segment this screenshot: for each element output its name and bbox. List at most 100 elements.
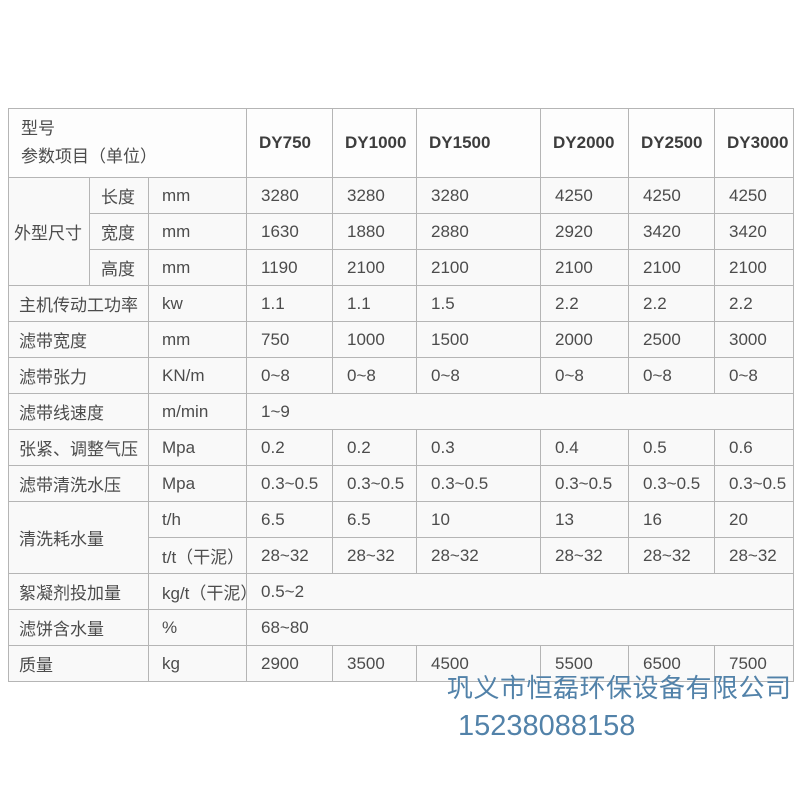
value-cell: 3280 <box>416 177 542 214</box>
spec-table: 型号 参数项目（单位） DY750 DY1000 DY1500 DY2000 D… <box>7 108 795 682</box>
table-row-flocculant-dosage: 絮凝剂投加量 kg/t（干泥） 0.5~2 <box>8 573 795 610</box>
value-cell: 6500 <box>628 645 716 682</box>
value-cell: 13 <box>540 501 630 538</box>
value-cell: 6.5 <box>332 501 418 538</box>
value-cell: 0.2 <box>246 429 334 466</box>
value-cell: 28~32 <box>332 537 418 574</box>
model-header-dy1000: DY1000 <box>332 108 418 178</box>
value-cell: 4250 <box>714 177 795 214</box>
value-cell: 3420 <box>714 213 795 250</box>
value-cell: 0.3 <box>416 429 542 466</box>
value-cell: 28~32 <box>540 537 630 574</box>
unit-cell: m/min <box>147 393 248 430</box>
merged-value-cell: 1~9 <box>246 393 795 430</box>
value-cell: 20 <box>714 501 795 538</box>
table-row-height: 高度 mm 1190 2100 2100 2100 2100 2100 <box>9 249 795 286</box>
category-cell-dimensions: 外型尺寸 <box>8 177 90 286</box>
value-cell: 5500 <box>540 645 630 682</box>
model-header-dy2500: DY2500 <box>628 108 716 178</box>
value-cell: 28~32 <box>416 537 542 574</box>
table-row-belt-width: 滤带宽度 mm 750 1000 1500 2000 2500 3000 <box>8 321 795 358</box>
company-watermark: 巩义市恒磊环保设备有限公司 <box>447 673 792 703</box>
merged-value-cell: 68~80 <box>246 609 795 646</box>
value-cell: 0.3~0.5 <box>714 465 795 502</box>
param-label: 滤带宽度 <box>8 321 149 358</box>
table-row-motor-power: 主机传动工功率 kw 1.1 1.1 1.5 2.2 2.2 2.2 <box>8 285 795 322</box>
unit-cell: mm <box>147 321 248 358</box>
corner-model-label: 型号 <box>21 119 55 138</box>
value-cell: 2.2 <box>540 285 630 322</box>
model-header-dy2000: DY2000 <box>540 108 630 178</box>
corner-cell: 型号 参数项目（单位） <box>7 108 248 178</box>
value-cell: 1880 <box>332 213 418 250</box>
value-cell: 2100 <box>332 249 418 286</box>
value-cell: 0~8 <box>246 357 334 394</box>
value-cell: 4250 <box>628 177 716 214</box>
value-cell: 1000 <box>332 321 418 358</box>
unit-cell: t/t（干泥） <box>147 537 248 574</box>
model-header-dy1500: DY1500 <box>416 108 542 178</box>
unit-cell: kg <box>147 645 248 682</box>
value-cell: 0.3~0.5 <box>540 465 630 502</box>
param-label: 滤带清洗水压 <box>8 465 149 502</box>
sub-param-label: 高度 <box>89 249 149 286</box>
value-cell: 2900 <box>246 645 334 682</box>
unit-cell: % <box>147 609 248 646</box>
value-cell: 0.3~0.5 <box>416 465 542 502</box>
param-label: 絮凝剂投加量 <box>8 573 149 610</box>
value-cell: 0.2 <box>332 429 418 466</box>
value-cell: 4250 <box>540 177 630 214</box>
value-cell: 2.2 <box>628 285 716 322</box>
value-cell: 2000 <box>540 321 630 358</box>
value-cell: 3500 <box>332 645 418 682</box>
sub-param-label: 宽度 <box>89 213 149 250</box>
unit-cell: mm <box>147 177 248 214</box>
param-label: 滤带张力 <box>8 357 149 394</box>
unit-cell: mm <box>147 213 248 250</box>
unit-cell: t/h <box>147 501 248 538</box>
value-cell: 1190 <box>246 249 334 286</box>
value-cell: 0~8 <box>332 357 418 394</box>
value-cell: 2880 <box>416 213 542 250</box>
value-cell: 0.3~0.5 <box>332 465 418 502</box>
value-cell: 1630 <box>246 213 334 250</box>
value-cell: 16 <box>628 501 716 538</box>
value-cell: 3280 <box>332 177 418 214</box>
value-cell: 2100 <box>540 249 630 286</box>
table-row-wash-water-tt: t/t（干泥） 28~32 28~32 28~32 28~32 28~32 28… <box>9 537 795 574</box>
value-cell: 2100 <box>714 249 795 286</box>
table-row-wash-pressure: 滤带清洗水压 Mpa 0.3~0.5 0.3~0.5 0.3~0.5 0.3~0… <box>8 465 795 502</box>
table-row-adjust-pressure: 张紧、调整气压 Mpa 0.2 0.2 0.3 0.4 0.5 0.6 <box>8 429 795 466</box>
value-cell: 0.3~0.5 <box>246 465 334 502</box>
value-cell: 4500 <box>416 645 542 682</box>
header-row: 型号 参数项目（单位） DY750 DY1000 DY1500 DY2000 D… <box>7 108 795 178</box>
value-cell: 0~8 <box>714 357 795 394</box>
value-cell: 0.6 <box>714 429 795 466</box>
value-cell: 1.1 <box>332 285 418 322</box>
table-row-belt-tension: 滤带张力 KN/m 0~8 0~8 0~8 0~8 0~8 0~8 <box>8 357 795 394</box>
table-row-mass: 质量 kg 2900 3500 4500 5500 6500 7500 <box>8 645 795 682</box>
value-cell: 28~32 <box>628 537 716 574</box>
table-row-length: 外型尺寸 长度 mm 3280 3280 3280 4250 4250 4250 <box>8 177 795 286</box>
value-cell: 2.2 <box>714 285 795 322</box>
value-cell: 2500 <box>628 321 716 358</box>
value-cell: 1500 <box>416 321 542 358</box>
value-cell: 0~8 <box>416 357 542 394</box>
value-cell: 28~32 <box>714 537 795 574</box>
value-cell: 2100 <box>628 249 716 286</box>
phone-watermark: 15238088158 <box>458 710 636 742</box>
unit-cell: mm <box>147 249 248 286</box>
table-row-cake-moisture: 滤饼含水量 % 68~80 <box>8 609 795 646</box>
unit-cell: KN/m <box>147 357 248 394</box>
param-label: 清洗耗水量 <box>8 501 149 574</box>
value-cell: 2920 <box>540 213 630 250</box>
value-cell: 3000 <box>714 321 795 358</box>
merged-value-cell: 0.5~2 <box>246 573 795 610</box>
value-cell: 10 <box>416 501 542 538</box>
corner-param-label: 参数项目（单位） <box>21 147 157 166</box>
unit-cell: Mpa <box>147 429 248 466</box>
model-header-dy3000: DY3000 <box>714 108 795 178</box>
unit-cell: Mpa <box>147 465 248 502</box>
sub-param-label: 长度 <box>89 177 149 214</box>
param-label: 滤饼含水量 <box>8 609 149 646</box>
